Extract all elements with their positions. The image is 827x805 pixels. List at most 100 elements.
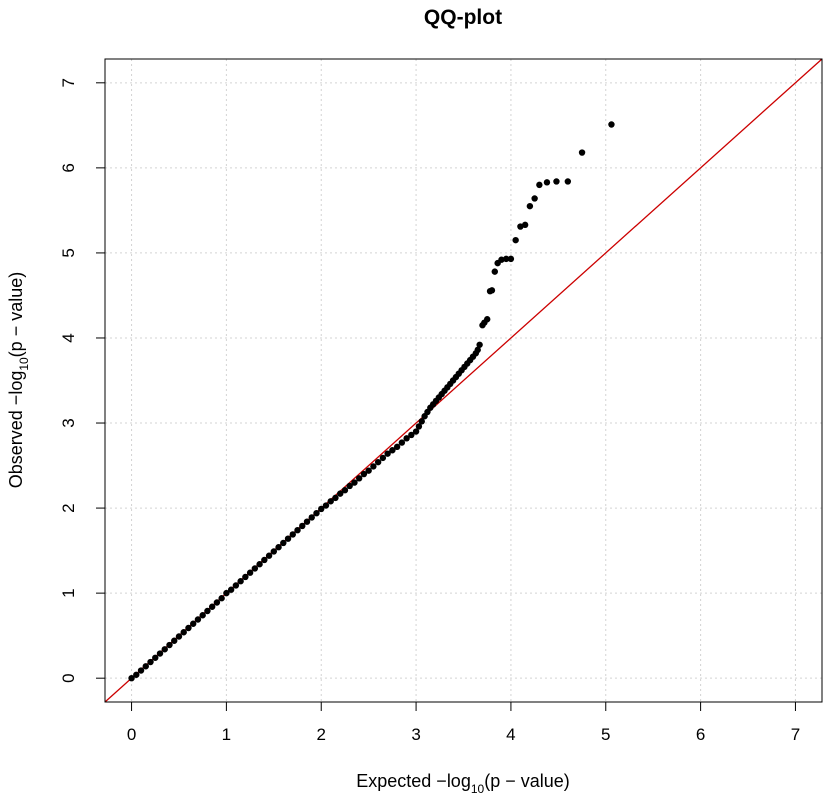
x-tick-label: 5 — [601, 725, 610, 744]
data-point — [156, 650, 164, 657]
data-point — [578, 149, 586, 156]
data-point — [161, 646, 168, 653]
data-point — [608, 121, 615, 128]
data-point — [521, 221, 529, 229]
data-point — [322, 502, 330, 509]
data-point — [280, 539, 287, 547]
data-point — [190, 620, 197, 627]
y-tick-label: 1 — [59, 588, 78, 597]
data-point — [498, 256, 505, 263]
data-point — [365, 467, 372, 474]
data-point — [476, 341, 483, 348]
x-axis-label: Expected −log10(p − value) — [356, 771, 570, 796]
data-point — [246, 569, 254, 576]
data-point — [180, 629, 187, 636]
x-tick-label: 4 — [506, 725, 515, 744]
data-point — [389, 447, 396, 454]
data-point — [491, 268, 498, 275]
data-point — [398, 439, 406, 446]
data-point — [265, 552, 273, 559]
y-tick-label: 5 — [59, 248, 78, 257]
x-axis: 0 1 2 3 4 5 6 7 — [127, 702, 800, 744]
data-point — [553, 178, 560, 185]
data-point — [213, 599, 221, 606]
data-point — [289, 531, 296, 538]
data-point — [512, 236, 519, 244]
data-point — [237, 578, 244, 585]
data-point — [284, 535, 292, 542]
data-point — [270, 548, 278, 555]
y-tick-label: 2 — [59, 503, 78, 512]
data-point — [175, 633, 183, 640]
x-axis-label-subscript: 10 — [471, 782, 485, 796]
x-tick-label: 1 — [222, 725, 231, 744]
data-point — [194, 616, 202, 623]
data-point — [166, 641, 173, 649]
data-point — [185, 624, 192, 632]
data-point — [251, 565, 259, 572]
data-point — [564, 178, 572, 185]
data-point — [370, 463, 377, 470]
data-point — [346, 482, 353, 490]
data-point — [526, 202, 534, 210]
data-point — [204, 607, 211, 615]
data-point — [484, 316, 491, 323]
y-tick-label: 4 — [59, 333, 78, 342]
data-point — [355, 475, 363, 482]
data-point — [488, 287, 496, 294]
data-point — [313, 509, 320, 517]
data-point — [242, 573, 249, 581]
x-tick-label: 6 — [696, 725, 705, 744]
data-point — [147, 658, 154, 666]
x-tick-label: 2 — [317, 725, 326, 744]
data-point — [360, 470, 368, 478]
y-axis-label: Observed −log10(p − value) — [6, 272, 31, 488]
data-point — [474, 346, 481, 354]
x-tick-label: 0 — [127, 725, 136, 744]
x-tick-label: 3 — [411, 725, 420, 744]
y-tick-label: 3 — [59, 418, 78, 427]
data-point — [133, 671, 140, 678]
data-point — [384, 450, 391, 457]
data-point — [308, 514, 315, 521]
data-point — [408, 431, 415, 439]
data-point — [318, 505, 325, 513]
data-point — [507, 255, 515, 263]
data-point — [393, 443, 401, 451]
data-point — [403, 435, 410, 442]
data-point — [531, 195, 538, 202]
y-tick-label: 6 — [59, 163, 78, 172]
data-point — [374, 458, 382, 466]
data-points — [128, 121, 615, 682]
y-axis-label-prefix: Observed −log — [6, 371, 26, 489]
data-point — [418, 418, 425, 425]
data-point — [137, 667, 145, 674]
data-point — [142, 663, 149, 670]
data-point — [303, 518, 311, 525]
data-point — [379, 454, 387, 462]
x-tick-label: 7 — [791, 725, 800, 744]
data-point — [275, 544, 282, 551]
y-axis-label-subscript: 10 — [17, 357, 31, 371]
y-axis-label-suffix: (p − value) — [6, 272, 26, 358]
data-point — [171, 637, 178, 644]
data-point — [199, 612, 206, 619]
data-point — [128, 674, 135, 682]
x-axis-label-prefix: Expected −log — [356, 771, 471, 791]
data-point — [208, 603, 216, 610]
data-point — [152, 654, 159, 661]
data-point — [412, 428, 420, 435]
data-point — [299, 522, 306, 530]
data-point — [261, 556, 268, 564]
data-point — [351, 479, 358, 486]
y-axis: 0 1 2 3 4 5 6 7 — [59, 78, 105, 683]
data-point — [341, 487, 349, 494]
data-point — [223, 589, 230, 597]
x-axis-label-suffix: (p − value) — [484, 771, 570, 791]
data-point — [227, 586, 235, 593]
data-point — [536, 181, 543, 189]
plot-frame — [104, 58, 823, 703]
data-point — [502, 255, 510, 263]
data-point — [218, 595, 225, 602]
